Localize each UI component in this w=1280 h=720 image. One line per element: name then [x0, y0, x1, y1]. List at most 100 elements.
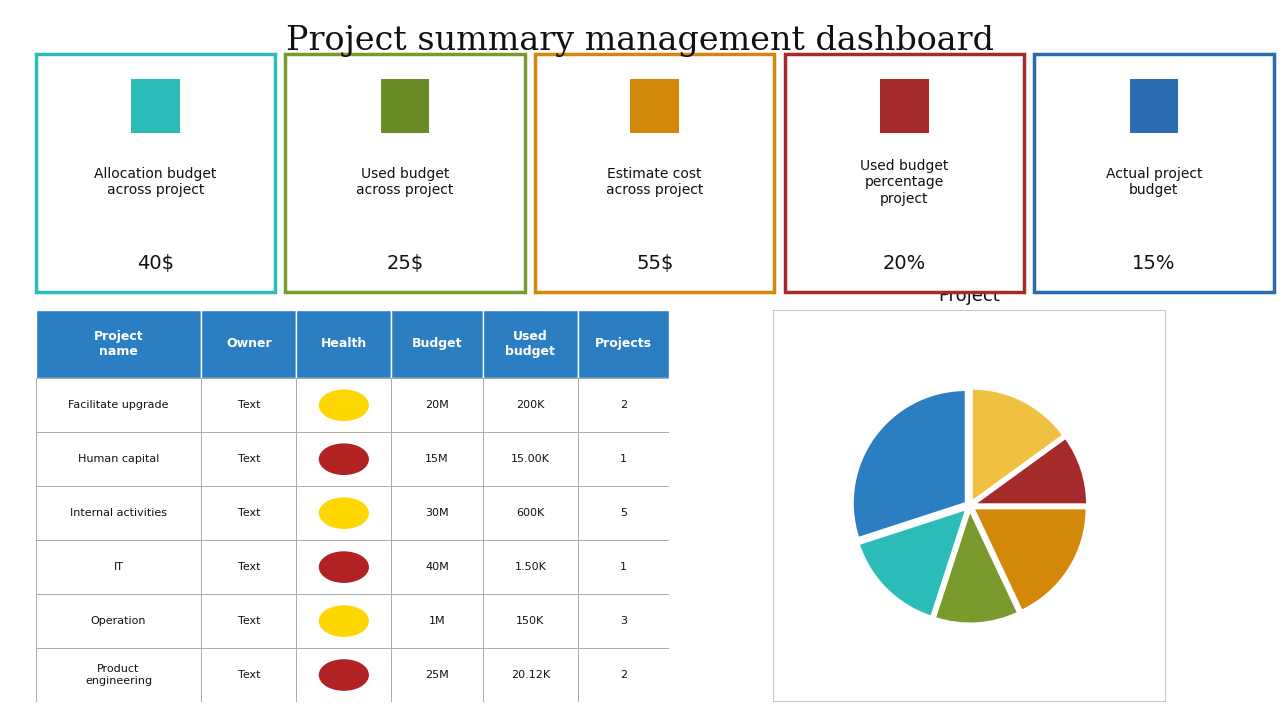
FancyBboxPatch shape — [297, 378, 392, 432]
Text: Budget: Budget — [412, 338, 462, 351]
FancyBboxPatch shape — [297, 648, 392, 702]
Text: 5: 5 — [621, 508, 627, 518]
Text: 2: 2 — [620, 400, 627, 410]
FancyBboxPatch shape — [579, 540, 669, 594]
Text: Actual project
budget: Actual project budget — [1106, 167, 1202, 197]
Wedge shape — [934, 510, 1018, 624]
FancyBboxPatch shape — [36, 378, 201, 432]
FancyBboxPatch shape — [579, 432, 669, 486]
Text: Estimate cost
across project: Estimate cost across project — [605, 167, 704, 197]
Text: Text: Text — [238, 400, 260, 410]
Text: Project
name: Project name — [93, 330, 143, 358]
FancyBboxPatch shape — [392, 432, 483, 486]
Text: 1M: 1M — [429, 616, 445, 626]
Circle shape — [320, 606, 369, 636]
Text: 20%: 20% — [883, 253, 925, 273]
Wedge shape — [852, 390, 966, 538]
Text: Operation: Operation — [91, 616, 146, 626]
Text: Text: Text — [238, 454, 260, 464]
FancyBboxPatch shape — [483, 310, 579, 378]
Text: 40M: 40M — [425, 562, 449, 572]
Text: 3: 3 — [621, 616, 627, 626]
Wedge shape — [974, 438, 1087, 504]
FancyBboxPatch shape — [483, 486, 579, 540]
FancyBboxPatch shape — [392, 310, 483, 378]
FancyBboxPatch shape — [579, 594, 669, 648]
Circle shape — [320, 552, 369, 582]
Text: Allocation budget
across project: Allocation budget across project — [95, 167, 216, 197]
FancyBboxPatch shape — [483, 432, 579, 486]
Text: 15%: 15% — [1133, 253, 1175, 273]
FancyBboxPatch shape — [392, 594, 483, 648]
Text: Used
budget: Used budget — [506, 330, 556, 358]
FancyBboxPatch shape — [201, 486, 297, 540]
Text: 20.12K: 20.12K — [511, 670, 550, 680]
Text: 1: 1 — [621, 562, 627, 572]
FancyBboxPatch shape — [201, 594, 297, 648]
Text: 55$: 55$ — [636, 253, 673, 273]
Text: 40$: 40$ — [137, 253, 174, 273]
FancyBboxPatch shape — [201, 378, 297, 432]
Text: Owner: Owner — [227, 338, 271, 351]
FancyBboxPatch shape — [483, 540, 579, 594]
Text: 15M: 15M — [425, 454, 449, 464]
Text: Used budget
across project: Used budget across project — [356, 167, 454, 197]
Wedge shape — [859, 509, 966, 616]
Text: 30M: 30M — [425, 508, 449, 518]
Text: 200K: 200K — [516, 400, 544, 410]
Wedge shape — [972, 389, 1064, 502]
Text: Facilitate upgrade: Facilitate upgrade — [68, 400, 169, 410]
Text: Project summary management dashboard: Project summary management dashboard — [285, 25, 995, 57]
FancyBboxPatch shape — [392, 648, 483, 702]
FancyBboxPatch shape — [579, 310, 669, 378]
FancyBboxPatch shape — [483, 594, 579, 648]
Circle shape — [320, 660, 369, 690]
FancyBboxPatch shape — [297, 486, 392, 540]
Text: 1: 1 — [621, 454, 627, 464]
Text: Projects: Projects — [595, 338, 653, 351]
FancyBboxPatch shape — [36, 648, 201, 702]
FancyBboxPatch shape — [392, 378, 483, 432]
FancyBboxPatch shape — [297, 540, 392, 594]
FancyBboxPatch shape — [579, 486, 669, 540]
Title: Project: Project — [938, 287, 1001, 305]
Text: Health: Health — [321, 338, 367, 351]
FancyBboxPatch shape — [579, 378, 669, 432]
Text: 150K: 150K — [516, 616, 544, 626]
FancyBboxPatch shape — [36, 594, 201, 648]
FancyBboxPatch shape — [36, 540, 201, 594]
FancyBboxPatch shape — [297, 432, 392, 486]
FancyBboxPatch shape — [483, 648, 579, 702]
Text: Text: Text — [238, 670, 260, 680]
Text: 25M: 25M — [425, 670, 449, 680]
Text: Human capital: Human capital — [78, 454, 159, 464]
FancyBboxPatch shape — [297, 310, 392, 378]
FancyBboxPatch shape — [297, 594, 392, 648]
FancyBboxPatch shape — [201, 648, 297, 702]
Circle shape — [320, 498, 369, 528]
FancyBboxPatch shape — [201, 432, 297, 486]
Text: 15.00K: 15.00K — [511, 454, 550, 464]
Text: Used budget
percentage
project: Used budget percentage project — [860, 159, 948, 205]
Text: 20M: 20M — [425, 400, 449, 410]
FancyBboxPatch shape — [36, 310, 201, 378]
Text: Internal activities: Internal activities — [70, 508, 168, 518]
Text: Product
engineering: Product engineering — [84, 665, 152, 686]
Text: 2: 2 — [620, 670, 627, 680]
FancyBboxPatch shape — [36, 432, 201, 486]
Text: Text: Text — [238, 562, 260, 572]
Text: 25$: 25$ — [387, 253, 424, 273]
Text: 600K: 600K — [516, 508, 544, 518]
Text: Text: Text — [238, 616, 260, 626]
Circle shape — [320, 444, 369, 474]
Text: 1.50K: 1.50K — [515, 562, 547, 572]
Circle shape — [320, 390, 369, 420]
Text: Text: Text — [238, 508, 260, 518]
Text: IT: IT — [114, 562, 124, 572]
FancyBboxPatch shape — [201, 540, 297, 594]
FancyBboxPatch shape — [36, 486, 201, 540]
Wedge shape — [974, 508, 1087, 611]
FancyBboxPatch shape — [483, 378, 579, 432]
FancyBboxPatch shape — [201, 310, 297, 378]
FancyBboxPatch shape — [392, 540, 483, 594]
